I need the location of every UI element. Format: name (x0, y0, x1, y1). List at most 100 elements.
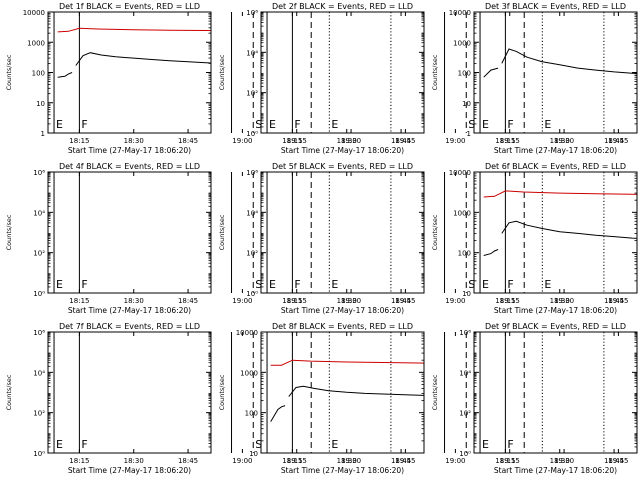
x-tick-label: 18:45 (604, 457, 624, 465)
x-tick-label: 19:00 (232, 457, 252, 465)
y-tick-label: 1000 (27, 39, 45, 47)
detector-panel-2: Det 2f BLACK = Events, RED = LLD Counts/s… (218, 2, 628, 155)
x-tick-label: 18:15 (69, 297, 89, 305)
x-axis-label: Start Time (27-May-17 18:06:20) (494, 146, 617, 155)
x-tick-label: 18:15 (495, 297, 515, 305)
x-tick-label: 18:30 (124, 457, 144, 465)
x-tick-label: 19:45 (608, 297, 628, 305)
x-tick-label: 18:15 (495, 137, 515, 145)
lld-series-line (57, 27, 211, 33)
events-series-line (270, 405, 286, 422)
events-series-line (483, 249, 499, 256)
y-tick-label: 10 (462, 290, 471, 298)
y-tick-label: 1 (41, 130, 45, 138)
time-marker-label: E (482, 438, 489, 451)
plot-frame (260, 331, 425, 454)
x-tick-label: 19:15 (287, 457, 307, 465)
x-axis-label: Start Time (27-May-17 18:06:20) (494, 306, 617, 315)
detector-panel-8: Det 8f BLACK = Events, RED = LLD Counts/s… (218, 322, 628, 475)
events-series-line (501, 48, 637, 74)
x-axis-label: Start Time (27-May-17 18:06:20) (281, 466, 404, 475)
y-axis-label: Counts/sec (5, 54, 13, 90)
y-axis-label: Counts/sec (218, 54, 226, 90)
x-axis-label: Start Time (27-May-17 18:06:20) (281, 146, 404, 155)
time-marker-label: E (482, 278, 489, 291)
time-marker-label: F (81, 438, 87, 451)
time-marker-label: S (255, 278, 262, 291)
y-tick-label: 10² (33, 250, 45, 258)
time-marker-label: S (468, 118, 475, 131)
x-tick-label: 19:45 (395, 457, 415, 465)
x-tick-label: 18:45 (178, 297, 198, 305)
events-series-line (288, 385, 424, 397)
x-tick-label: 18:15 (282, 137, 302, 145)
time-marker-label: E (269, 278, 276, 291)
detector-panel-7: Det 7f BLACK = Events, RED = LLD Counts/s… (5, 322, 415, 475)
x-tick-label: 18:30 (124, 137, 144, 145)
time-marker-label: E (544, 278, 551, 291)
x-axis-label: Start Time (27-May-17 18:06:20) (68, 146, 191, 155)
panel-title: Det 8f BLACK = Events, RED = LLD (272, 322, 413, 331)
x-axis-label: Start Time (27-May-17 18:06:20) (68, 466, 191, 475)
x-tick-label: 19:30 (554, 137, 574, 145)
panel-title: Det 7f BLACK = Events, RED = LLD (59, 322, 200, 331)
time-marker-label: F (81, 118, 87, 131)
time-marker-label: E (56, 118, 63, 131)
time-marker-label: E (269, 118, 276, 131)
y-tick-label: 10² (246, 250, 258, 258)
plot-frame (473, 171, 638, 294)
y-axis-label: Counts/sec (218, 214, 226, 250)
detector-panel-9: Det 9f BLACK = Events, RED = LLD Counts/s… (431, 322, 638, 475)
time-marker-label: E (544, 118, 551, 131)
x-tick-label: 18:15 (282, 297, 302, 305)
time-marker-label: F (81, 278, 87, 291)
y-tick-label: 10⁰ (33, 290, 45, 298)
y-tick-label: 100 (458, 70, 471, 78)
events-series-line (483, 67, 499, 78)
x-tick-label: 19:15 (287, 297, 307, 305)
y-tick-label: 1000 (453, 39, 471, 47)
x-tick-label: 18:30 (337, 457, 357, 465)
x-tick-label: 18:45 (604, 297, 624, 305)
plot-frame (473, 331, 638, 454)
detector-panel-3: Det 3f BLACK = Events, RED = LLD Counts/s… (431, 2, 638, 155)
y-tick-label: 10² (459, 410, 471, 418)
y-tick-label: 10⁶ (459, 329, 471, 337)
y-tick-label: 10000 (23, 9, 45, 17)
y-axis-label: Counts/sec (5, 214, 13, 250)
x-tick-label: 18:30 (337, 137, 357, 145)
y-tick-label: 10⁴ (33, 369, 45, 377)
x-tick-label: 19:00 (232, 137, 252, 145)
y-tick-label: 10² (33, 410, 45, 418)
y-tick-label: 10⁶ (246, 9, 258, 17)
time-marker-label: F (507, 278, 513, 291)
y-tick-label: 1000 (240, 369, 258, 377)
time-marker-label: E (56, 278, 63, 291)
time-marker-label: F (294, 278, 300, 291)
x-tick-label: 18:30 (550, 297, 570, 305)
y-axis-label: Counts/sec (5, 374, 13, 410)
panel-title: Det 2f BLACK = Events, RED = LLD (272, 2, 413, 11)
time-marker-label: F (507, 438, 513, 451)
panel-title: Det 4f BLACK = Events, RED = LLD (59, 162, 200, 171)
y-tick-label: 100 (245, 410, 258, 418)
x-tick-label: 18:15 (69, 137, 89, 145)
y-axis-label: Counts/sec (431, 54, 439, 90)
x-tick-label: 19:00 (445, 137, 465, 145)
y-tick-label: 10⁴ (33, 209, 45, 217)
y-tick-label: 1000 (453, 209, 471, 217)
events-series-line (57, 72, 73, 78)
x-tick-label: 18:45 (178, 457, 198, 465)
time-marker-label: S (255, 118, 262, 131)
detector-panel-1: Det 1f BLACK = Events, RED = LLD Counts/s… (5, 2, 415, 155)
panel-title: Det 1f BLACK = Events, RED = LLD (59, 2, 200, 11)
x-tick-label: 18:15 (282, 457, 302, 465)
y-tick-label: 10⁰ (246, 130, 258, 138)
time-marker-label: S (468, 278, 475, 291)
lld-series-line (483, 190, 637, 198)
y-tick-label: 10⁴ (246, 209, 258, 217)
time-marker-label: F (507, 118, 513, 131)
x-tick-label: 18:30 (124, 297, 144, 305)
